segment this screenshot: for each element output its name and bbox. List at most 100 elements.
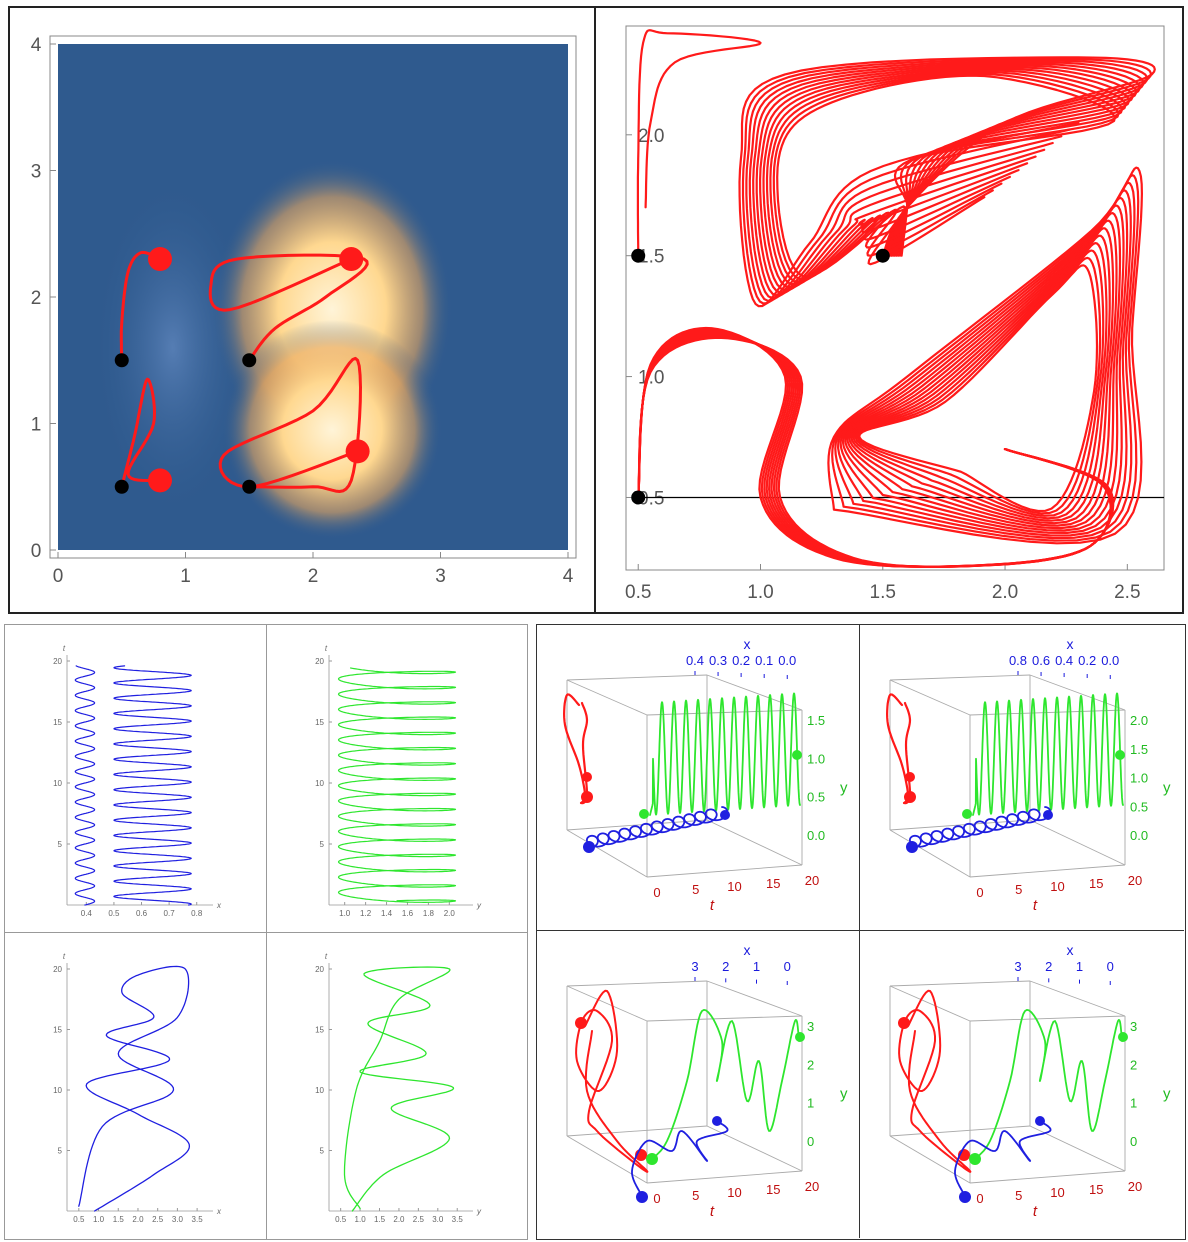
heat-blob-lower <box>222 319 443 540</box>
time-x-regular-cell: t x 0.4 0.5 0.6 0.7 0.8 5 10 15 20 <box>5 625 267 933</box>
y-series-line <box>649 692 801 816</box>
y-series-end-point <box>1115 750 1125 760</box>
y-axis-label: t <box>325 952 328 961</box>
y-tick-label: 1.0 <box>807 751 825 766</box>
x-tick-label: 0.5 <box>335 1215 347 1224</box>
trajectory-line <box>898 989 972 1173</box>
box-edge <box>566 1135 648 1184</box>
trajectory-line <box>748 61 1145 300</box>
y-tick-label: 2 <box>807 1057 814 1072</box>
box-edge <box>1029 980 1126 1017</box>
t-tick-label: 15 <box>766 876 780 891</box>
x-tick-label: 4 <box>563 566 574 587</box>
t-tick-label: 15 <box>1089 876 1103 891</box>
time-y-regular-chart: t y 1.0 1.2 1.4 1.6 1.8 2.0 5 10 15 20 <box>315 644 482 918</box>
x-tick-label: 2.0 <box>444 909 456 918</box>
y-tick-label: 1.5 <box>1130 742 1148 757</box>
trajectory-end-point <box>904 791 916 803</box>
x-tick-label: 0.4 <box>81 909 93 918</box>
x-series-line <box>909 806 1052 850</box>
t-tick-label: 10 <box>727 879 741 894</box>
x-series-line <box>113 665 192 906</box>
time-y-chaotic-cell: t y 0.5 1.0 1.5 2.0 2.5 3.0 3.5 5 10 15 20 <box>267 933 527 1239</box>
x-tick-label: 1.5 <box>113 1215 125 1224</box>
trajectory-line <box>858 264 1099 513</box>
y-tick-label: 1.5 <box>807 713 825 728</box>
start-point <box>631 248 646 263</box>
box-edge <box>566 674 708 681</box>
y-axis-label: y <box>840 1086 848 1103</box>
x-tick-label: 3.0 <box>172 1215 184 1224</box>
t-axis-label: t <box>1033 897 1038 914</box>
y-tick-label: 20 <box>315 657 324 666</box>
y-tick-label: 5 <box>320 1147 325 1156</box>
x-tick-label: 1 <box>1076 959 1083 974</box>
y-axis-label: t <box>63 952 66 961</box>
trajectory-line <box>218 356 362 493</box>
x-tick-label: 1.0 <box>355 1215 367 1224</box>
start-point <box>242 353 257 368</box>
time-series-grid: t x 0.4 0.5 0.6 0.7 0.8 5 10 15 20 t y 1.0 1.2 1.4 1.6 1… <box>4 624 528 1240</box>
t-tick-label: 5 <box>1015 1188 1022 1203</box>
box-3d-a-cell: 0.4 0.3 0.2 0.1 0.0 x 0.0 0.5 1.0 1.5 y 0 5 10 15 20 t <box>537 625 860 931</box>
trajectory-line <box>856 256 1102 515</box>
trajectory-line <box>575 989 649 1173</box>
y-tick-label: 2 <box>31 288 42 309</box>
t-tick-label: 0 <box>653 1191 660 1206</box>
box-3d-b-cell: 0.8 0.6 0.4 0.2 0.0 x 0.0 0.5 1.0 1.5 2.0 y 0 5 10 15 20… <box>860 625 1184 931</box>
x-tick-label: 2 <box>1045 959 1052 974</box>
y-tick-label: 4 <box>31 35 42 56</box>
y-tick-label: 5 <box>320 840 325 849</box>
box-edge <box>889 1125 1031 1137</box>
y-tick-label: 0 <box>31 541 42 562</box>
x-series-end-point <box>1043 810 1053 820</box>
end-point <box>148 247 172 272</box>
trajectory-line <box>772 72 1120 281</box>
y-tick-label: 3 <box>1130 1019 1137 1034</box>
x-tick-label: 2.5 <box>152 1215 164 1224</box>
t-tick-label: 10 <box>727 1185 741 1200</box>
box-edge <box>889 679 971 716</box>
box-edge <box>646 864 803 878</box>
x-tick-label: 1.2 <box>360 909 372 918</box>
y-tick-label: 5 <box>58 1147 63 1156</box>
trajectory-line <box>738 56 1156 308</box>
trajectory-line <box>762 67 1131 289</box>
x-series-line <box>954 1120 1052 1197</box>
y-series-line <box>972 692 1124 816</box>
y-tick-label: 0.5 <box>1130 799 1148 814</box>
t-tick-label: 20 <box>1128 1179 1142 1194</box>
start-point <box>631 490 646 505</box>
x-series-line <box>586 806 729 850</box>
box-edge <box>566 980 708 987</box>
x-series-start-point <box>959 1191 971 1203</box>
start-point <box>875 248 890 263</box>
y-tick-label: 1 <box>31 415 42 436</box>
end-point <box>339 247 364 272</box>
y-tick-label: 0.0 <box>1130 828 1148 843</box>
time-y-regular-cell: t y 1.0 1.2 1.4 1.6 1.8 2.0 5 10 15 20 <box>267 625 527 933</box>
x-tick-label: 0 <box>1107 959 1114 974</box>
y-tick-label: 15 <box>53 718 62 727</box>
x-tick-label: 0.5 <box>108 909 120 918</box>
t-tick-label: 0 <box>653 885 660 900</box>
x-tick-label: 1.0 <box>747 582 773 603</box>
end-point <box>148 468 172 493</box>
t-axis-label: t <box>1033 1203 1038 1220</box>
trajectory-line <box>852 242 1108 520</box>
x-tick-label: 2 <box>308 566 319 587</box>
trajectory-line <box>745 59 1149 302</box>
x-tick-label: 2 <box>722 959 729 974</box>
trajectory-line <box>846 219 1118 527</box>
x-tick-label: 0.1 <box>755 653 773 668</box>
x-tick-label: 1.4 <box>381 909 393 918</box>
y-axis-label: y <box>840 780 848 797</box>
x-series-line <box>74 665 96 906</box>
box-edge <box>889 1135 971 1184</box>
x-tick-label: 3.5 <box>452 1215 464 1224</box>
y-axis-label: y <box>1163 1086 1171 1103</box>
x-tick-label: 3 <box>1014 959 1021 974</box>
y-tick-label: 0.5 <box>638 488 664 509</box>
x-series-start-point <box>906 841 918 853</box>
y-tick-label: 3 <box>31 162 42 183</box>
